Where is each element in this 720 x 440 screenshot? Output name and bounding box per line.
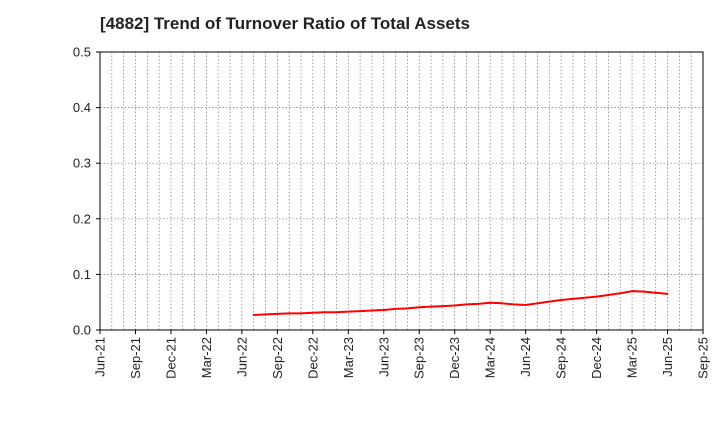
series-group [252,290,669,316]
x-tick-label: Dec-24 [589,337,604,379]
y-tick-label: 0.1 [73,267,91,282]
x-tick-label: Sep-23 [412,337,427,379]
series-line-0 [252,290,669,316]
y-tick-label: 0.4 [73,100,91,115]
x-tick-label: Mar-22 [199,337,214,378]
x-tick-label: Mar-25 [625,337,640,378]
x-tick-label: Dec-22 [305,337,320,379]
x-tick-label: Jun-24 [518,337,533,377]
x-tick-label: Jun-21 [93,337,108,377]
x-tick-label: Dec-23 [447,337,462,379]
y-tick-label: 0.3 [73,156,91,171]
chart-title: [4882] Trend of Turnover Ratio of Total … [100,14,470,33]
grid-lines [100,52,703,330]
y-tick-label: 0.0 [73,323,91,338]
x-tick-label: Mar-23 [341,337,356,378]
y-axis-ticks: 0.0 0.1 0.2 0.3 0.4 0.5 [73,45,100,338]
x-tick-label: Mar-24 [483,337,498,378]
x-tick-label: Jun-25 [660,337,675,377]
x-tick-label: Sep-22 [270,337,285,379]
x-tick-label: Sep-21 [128,337,143,379]
x-tick-label: Dec-21 [163,337,178,379]
x-axis-ticks: Jun-21 Sep-21 Dec-21 Mar-22 Jun-22 Sep-22 Dec-… [93,330,711,379]
plot-border [99,51,704,331]
x-tick-label: Jun-22 [234,337,249,377]
x-tick-label: Sep-25 [696,337,711,379]
x-tick-label: Sep-24 [554,337,569,379]
y-tick-label: 0.5 [73,45,91,60]
x-tick-label: Jun-23 [376,337,391,377]
plot-background [100,52,703,330]
y-tick-label: 0.2 [73,211,91,226]
